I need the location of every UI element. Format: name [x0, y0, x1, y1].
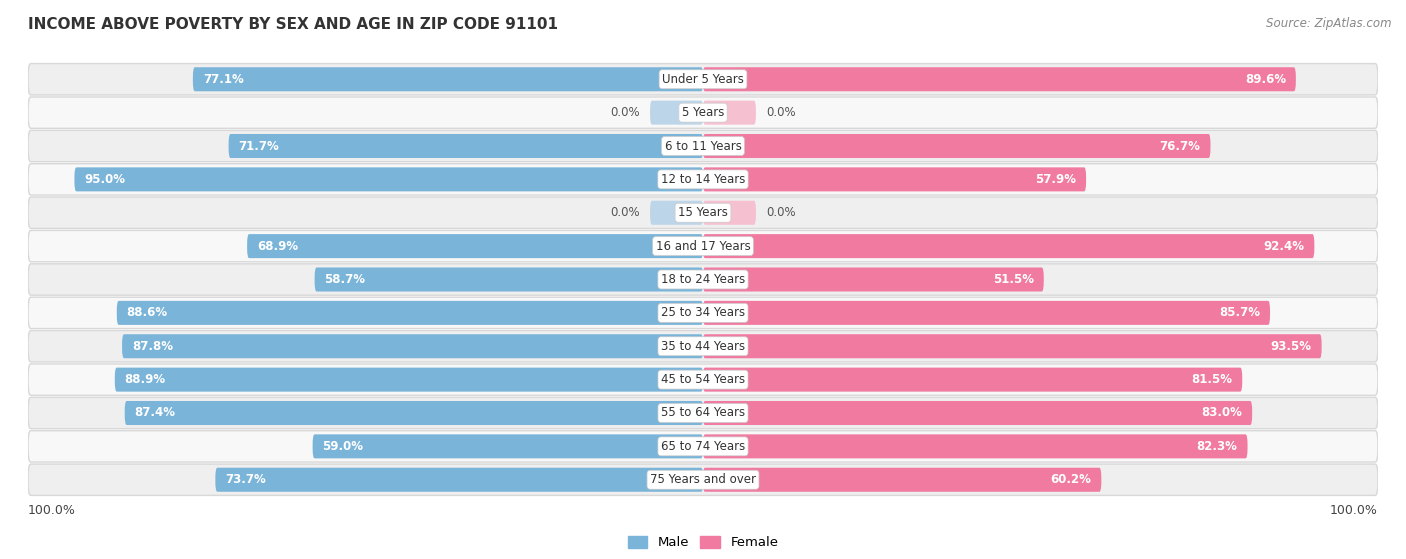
- Text: 59.0%: 59.0%: [322, 440, 364, 453]
- Text: 0.0%: 0.0%: [766, 206, 796, 219]
- Text: 0.0%: 0.0%: [766, 106, 796, 119]
- FancyBboxPatch shape: [28, 330, 1378, 362]
- Text: 85.7%: 85.7%: [1219, 306, 1260, 319]
- FancyBboxPatch shape: [703, 134, 1211, 158]
- FancyBboxPatch shape: [703, 67, 1296, 91]
- Text: 76.7%: 76.7%: [1160, 140, 1201, 153]
- Text: 87.4%: 87.4%: [135, 406, 176, 419]
- FancyBboxPatch shape: [703, 434, 1247, 458]
- FancyBboxPatch shape: [28, 397, 1378, 429]
- Text: 95.0%: 95.0%: [84, 173, 125, 186]
- FancyBboxPatch shape: [28, 97, 1378, 129]
- Text: 45 to 54 Years: 45 to 54 Years: [661, 373, 745, 386]
- Text: 87.8%: 87.8%: [132, 340, 173, 353]
- FancyBboxPatch shape: [703, 301, 1270, 325]
- Text: 12 to 14 Years: 12 to 14 Years: [661, 173, 745, 186]
- Text: 6 to 11 Years: 6 to 11 Years: [665, 140, 741, 153]
- Text: 68.9%: 68.9%: [257, 240, 298, 253]
- FancyBboxPatch shape: [703, 234, 1315, 258]
- Text: 5 Years: 5 Years: [682, 106, 724, 119]
- Text: 60.2%: 60.2%: [1050, 473, 1091, 486]
- FancyBboxPatch shape: [703, 167, 1085, 191]
- Text: 16 and 17 Years: 16 and 17 Years: [655, 240, 751, 253]
- Text: 71.7%: 71.7%: [239, 140, 280, 153]
- Text: 65 to 74 Years: 65 to 74 Years: [661, 440, 745, 453]
- Text: 0.0%: 0.0%: [610, 106, 640, 119]
- FancyBboxPatch shape: [125, 401, 703, 425]
- FancyBboxPatch shape: [703, 268, 1043, 291]
- FancyBboxPatch shape: [703, 101, 756, 125]
- Text: 35 to 44 Years: 35 to 44 Years: [661, 340, 745, 353]
- FancyBboxPatch shape: [28, 364, 1378, 395]
- Text: 83.0%: 83.0%: [1201, 406, 1243, 419]
- Text: 51.5%: 51.5%: [993, 273, 1033, 286]
- Text: Under 5 Years: Under 5 Years: [662, 73, 744, 86]
- Text: 88.6%: 88.6%: [127, 306, 167, 319]
- FancyBboxPatch shape: [117, 301, 703, 325]
- Text: 100.0%: 100.0%: [28, 504, 76, 517]
- FancyBboxPatch shape: [215, 468, 703, 492]
- FancyBboxPatch shape: [703, 201, 756, 225]
- Text: 92.4%: 92.4%: [1264, 240, 1305, 253]
- FancyBboxPatch shape: [650, 201, 703, 225]
- Text: 77.1%: 77.1%: [202, 73, 243, 86]
- Text: Source: ZipAtlas.com: Source: ZipAtlas.com: [1267, 17, 1392, 30]
- FancyBboxPatch shape: [28, 164, 1378, 195]
- FancyBboxPatch shape: [193, 67, 703, 91]
- FancyBboxPatch shape: [28, 130, 1378, 162]
- FancyBboxPatch shape: [650, 101, 703, 125]
- FancyBboxPatch shape: [229, 134, 703, 158]
- Legend: Male, Female: Male, Female: [623, 530, 783, 555]
- FancyBboxPatch shape: [247, 234, 703, 258]
- Text: 55 to 64 Years: 55 to 64 Years: [661, 406, 745, 419]
- FancyBboxPatch shape: [312, 434, 703, 458]
- Text: 93.5%: 93.5%: [1271, 340, 1312, 353]
- FancyBboxPatch shape: [28, 197, 1378, 229]
- FancyBboxPatch shape: [28, 464, 1378, 495]
- FancyBboxPatch shape: [703, 334, 1322, 358]
- Text: 100.0%: 100.0%: [1330, 504, 1378, 517]
- Text: 88.9%: 88.9%: [125, 373, 166, 386]
- FancyBboxPatch shape: [28, 64, 1378, 95]
- FancyBboxPatch shape: [703, 401, 1253, 425]
- Text: 15 Years: 15 Years: [678, 206, 728, 219]
- FancyBboxPatch shape: [28, 430, 1378, 462]
- Text: 25 to 34 Years: 25 to 34 Years: [661, 306, 745, 319]
- Text: 58.7%: 58.7%: [325, 273, 366, 286]
- FancyBboxPatch shape: [703, 468, 1101, 492]
- Text: 81.5%: 81.5%: [1191, 373, 1232, 386]
- Text: 73.7%: 73.7%: [225, 473, 266, 486]
- Text: 0.0%: 0.0%: [610, 206, 640, 219]
- Text: 57.9%: 57.9%: [1035, 173, 1076, 186]
- FancyBboxPatch shape: [115, 368, 703, 392]
- Text: 82.3%: 82.3%: [1197, 440, 1237, 453]
- FancyBboxPatch shape: [122, 334, 703, 358]
- FancyBboxPatch shape: [703, 368, 1243, 392]
- Text: INCOME ABOVE POVERTY BY SEX AND AGE IN ZIP CODE 91101: INCOME ABOVE POVERTY BY SEX AND AGE IN Z…: [28, 17, 558, 32]
- FancyBboxPatch shape: [28, 297, 1378, 329]
- FancyBboxPatch shape: [28, 264, 1378, 295]
- FancyBboxPatch shape: [75, 167, 703, 191]
- FancyBboxPatch shape: [315, 268, 703, 291]
- Text: 75 Years and over: 75 Years and over: [650, 473, 756, 486]
- FancyBboxPatch shape: [28, 230, 1378, 262]
- Text: 18 to 24 Years: 18 to 24 Years: [661, 273, 745, 286]
- Text: 89.6%: 89.6%: [1244, 73, 1286, 86]
